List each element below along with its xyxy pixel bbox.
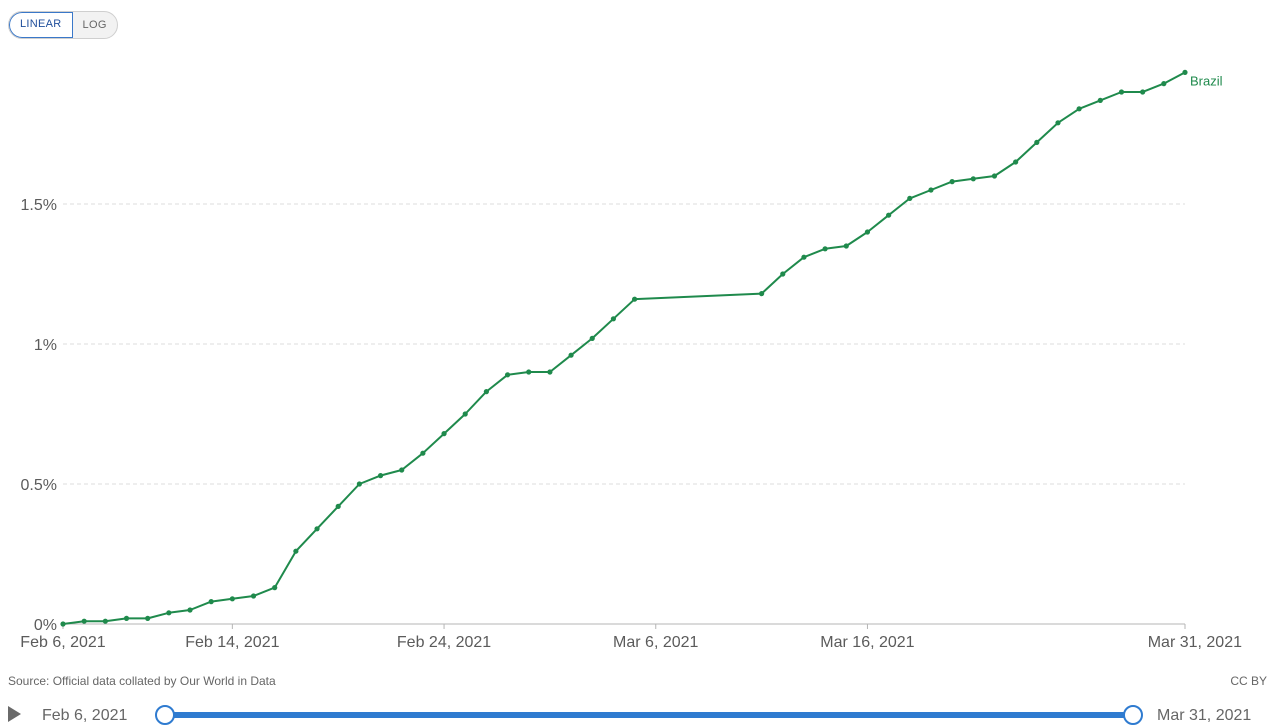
source-note: Source: Official data collated by Our Wo… <box>8 674 276 688</box>
data-point[interactable] <box>907 195 913 201</box>
data-point[interactable] <box>822 246 828 252</box>
data-point[interactable] <box>1034 139 1040 145</box>
series-label-brazil[interactable]: Brazil <box>1190 73 1223 88</box>
x-tick-label: Mar 6, 2021 <box>613 634 698 651</box>
data-point[interactable] <box>123 615 130 622</box>
data-point[interactable] <box>145 615 151 622</box>
data-point[interactable] <box>864 229 871 235</box>
timeline-track[interactable] <box>165 712 1132 718</box>
data-point[interactable] <box>420 450 426 456</box>
data-point[interactable] <box>1182 69 1188 75</box>
data-point[interactable] <box>60 621 66 627</box>
data-point[interactable] <box>166 610 172 616</box>
data-point[interactable] <box>526 369 532 375</box>
timeline-end-handle[interactable] <box>1123 705 1143 725</box>
data-point[interactable] <box>1118 89 1125 95</box>
data-point[interactable] <box>970 176 976 182</box>
data-point[interactable] <box>1097 97 1103 103</box>
y-tick-label: 1% <box>34 337 57 354</box>
data-point[interactable] <box>335 503 341 509</box>
x-tick-label: Feb 6, 2021 <box>20 634 106 651</box>
data-point[interactable] <box>801 254 807 260</box>
license-link[interactable]: CC BY <box>1230 674 1267 688</box>
data-point[interactable] <box>780 271 786 277</box>
data-point[interactable] <box>1140 89 1146 95</box>
data-point[interactable] <box>568 352 574 358</box>
data-point[interactable] <box>504 372 511 378</box>
data-point[interactable] <box>462 411 468 417</box>
timeline-slider: Feb 6, 2021 Mar 31, 2021 <box>0 700 1275 727</box>
data-point[interactable] <box>589 335 595 341</box>
data-point[interactable] <box>272 585 278 591</box>
timeline-end-label: Mar 31, 2021 <box>1157 707 1252 724</box>
data-point[interactable] <box>187 607 193 613</box>
data-point[interactable] <box>250 593 257 599</box>
line-chart: 0% 0.5% 1% 1.5% Feb 6, 2021 Feb 14, 2021 Feb 2… <box>20 69 1242 651</box>
data-point[interactable] <box>1076 106 1082 112</box>
data-point[interactable] <box>949 179 955 185</box>
data-point[interactable] <box>483 389 489 395</box>
data-point[interactable] <box>377 473 384 479</box>
y-tick-label: 0% <box>34 617 57 634</box>
series-line-brazil <box>62 71 1186 625</box>
data-point[interactable] <box>293 548 299 554</box>
scale-toggle: LINEAR LOG <box>8 11 118 39</box>
data-point[interactable] <box>1055 120 1061 126</box>
x-tick-label: Mar 16, 2021 <box>820 634 914 651</box>
data-point[interactable] <box>356 481 362 487</box>
data-point[interactable] <box>81 618 87 624</box>
data-point[interactable] <box>208 599 214 605</box>
data-point[interactable] <box>441 431 447 437</box>
timeline-start-label: Feb 6, 2021 <box>42 707 128 724</box>
y-tick-label: 1.5% <box>21 197 57 214</box>
data-point[interactable] <box>1161 81 1167 87</box>
log-scale-button[interactable]: LOG <box>82 19 107 31</box>
data-point[interactable] <box>229 596 235 602</box>
data-point[interactable] <box>610 316 617 322</box>
data-point[interactable] <box>631 296 638 302</box>
data-point[interactable] <box>399 467 405 473</box>
data-point[interactable] <box>1013 159 1019 165</box>
data-point[interactable] <box>759 291 765 297</box>
data-point[interactable] <box>991 173 998 179</box>
data-point[interactable] <box>843 243 849 249</box>
x-tick-label: Feb 24, 2021 <box>397 634 491 651</box>
linear-scale-button[interactable]: LINEAR <box>9 12 73 38</box>
timeline-start-handle[interactable] <box>155 705 175 725</box>
data-point[interactable] <box>928 187 934 193</box>
data-point[interactable] <box>547 369 553 375</box>
x-tick-label: Feb 14, 2021 <box>185 634 279 651</box>
play-icon[interactable] <box>8 706 21 722</box>
y-tick-label: 0.5% <box>21 477 57 494</box>
data-point[interactable] <box>314 526 320 532</box>
data-point[interactable] <box>102 618 108 624</box>
x-tick-label: Mar 31, 2021 <box>1148 634 1242 651</box>
data-point[interactable] <box>886 212 892 218</box>
